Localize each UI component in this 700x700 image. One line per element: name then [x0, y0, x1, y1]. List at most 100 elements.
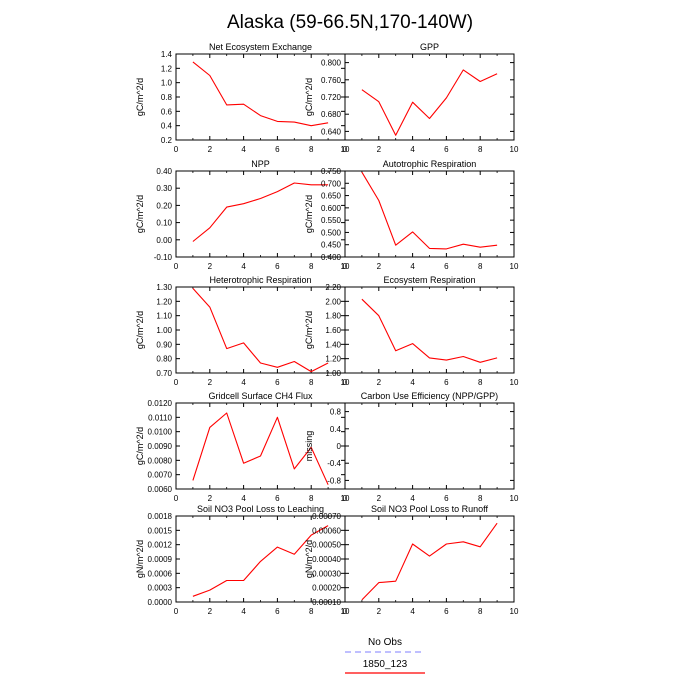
x-tick-label: 10 — [341, 494, 350, 503]
x-tick-label: 4 — [410, 494, 415, 503]
y-tick-label: 1.0 — [161, 79, 173, 88]
y-tick-label: 0.0018 — [148, 512, 173, 521]
y-tick-label: 0.00030 — [312, 569, 341, 578]
x-tick-label: 0 — [343, 145, 348, 154]
y-tick-label: 0.40 — [156, 167, 172, 176]
x-tick-label: 8 — [478, 262, 483, 271]
y-tick-label: 1.20 — [156, 297, 172, 306]
y-tick-label: 0.6 — [161, 107, 173, 116]
plot-frame — [344, 402, 515, 490]
panel-gpp: GPP gC/m^2/d 0 2 4 6 8 10 0.640 0.680 0.720 0.760 0.… — [304, 42, 519, 154]
panel-heterotrophic-respiration: Heterotrophic Respiration gC/m^2/d 0 2 4 6 8 10… — [135, 275, 350, 387]
x-tick-label: 0 — [174, 607, 179, 616]
x-tick-label: 4 — [410, 607, 415, 616]
y-tick-label: 0.00010 — [312, 598, 341, 607]
y-tick-label: 0.2 — [161, 136, 173, 145]
y-tick-label: 0.0120 — [148, 399, 173, 408]
y-tick-label: 0.720 — [321, 93, 342, 102]
y-tick-label: 1.2 — [161, 64, 173, 73]
x-tick-label: 6 — [444, 378, 449, 387]
panel-title: Soil NO3 Pool Loss to Leaching — [197, 504, 324, 514]
x-tick-label: 0 — [343, 262, 348, 271]
y-tick-label: 0.80 — [156, 355, 172, 364]
panel-title: Autotrophic Respiration — [383, 159, 477, 169]
y-tick-label: 0.0100 — [148, 428, 173, 437]
y-tick-label: 0.0110 — [148, 413, 172, 422]
y-tick-label: 0.0060 — [148, 485, 173, 494]
y-tick-label: 1.30 — [156, 283, 172, 292]
x-tick-label: 8 — [478, 494, 483, 503]
x-tick-label: 8 — [309, 145, 314, 154]
y-axis-label: gC/m^2/d — [304, 195, 314, 233]
series-line — [361, 69, 498, 136]
x-tick-label: 10 — [341, 607, 350, 616]
x-tick-label: 0 — [343, 378, 348, 387]
series-line — [192, 61, 329, 127]
y-tick-label: 1.40 — [325, 340, 341, 349]
x-tick-label: 10 — [341, 378, 350, 387]
y-tick-label: 0.500 — [321, 228, 342, 237]
x-tick-label: 4 — [410, 378, 415, 387]
panel-title: Carbon Use Efficiency (NPP/GPP) — [361, 391, 498, 401]
y-axis-label: gC/m^2/d — [304, 78, 314, 116]
x-tick-label: 6 — [275, 378, 280, 387]
y-tick-label: 0.0070 — [148, 471, 173, 480]
plot-frame — [175, 170, 346, 258]
y-tick-label: 1.00 — [325, 369, 341, 378]
x-tick-label: 6 — [444, 607, 449, 616]
x-tick-label: 0 — [343, 607, 348, 616]
x-tick-label: 6 — [275, 262, 280, 271]
x-tick-label: 8 — [309, 607, 314, 616]
x-tick-label: 4 — [241, 494, 246, 503]
panel-grid: Net Ecosystem Exchange gC/m^2/d 0 2 4 6 8 10 0.2… — [135, 42, 519, 616]
series-line — [192, 182, 329, 242]
y-tick-label: 0.680 — [321, 110, 342, 119]
y-tick-label: 0.0015 — [148, 526, 173, 535]
y-tick-label: 0.400 — [321, 253, 342, 262]
panel-carbon-use-efficiency-npp-gpp: Carbon Use Efficiency (NPP/GPP) missing 0 2… — [304, 391, 519, 503]
y-axis-label: gN/m^2/d — [135, 540, 145, 578]
panel-title: NPP — [251, 159, 270, 169]
y-tick-label: 0.0090 — [148, 442, 173, 451]
y-tick-label: 0.8 — [330, 408, 342, 417]
y-tick-label: 0.00 — [156, 236, 172, 245]
y-tick-label: 0.00050 — [312, 541, 341, 550]
y-tick-label: 0.00020 — [312, 584, 341, 593]
y-tick-label: 0 — [337, 442, 342, 451]
x-tick-label: 0 — [174, 145, 179, 154]
y-tick-label: 1.60 — [325, 326, 341, 335]
figure-title: Alaska (59-66.5N,170-140W) — [227, 12, 473, 33]
y-tick-label: 0.20 — [156, 201, 172, 210]
y-tick-label: 0.4 — [161, 122, 173, 131]
x-tick-label: 2 — [208, 378, 213, 387]
panel-title: Soil NO3 Pool Loss to Runoff — [371, 504, 488, 514]
x-tick-label: 10 — [510, 378, 519, 387]
y-tick-label: 0.600 — [321, 204, 342, 213]
x-tick-label: 0 — [343, 494, 348, 503]
legend-label-1850-123: 1850_123 — [363, 659, 408, 670]
x-tick-label: 10 — [510, 262, 519, 271]
x-tick-label: 2 — [377, 145, 382, 154]
series-line — [361, 171, 498, 250]
x-tick-label: 8 — [309, 262, 314, 271]
panel-title: Heterotrophic Respiration — [209, 275, 311, 285]
x-tick-label: 8 — [309, 494, 314, 503]
y-tick-label: 0.30 — [156, 184, 172, 193]
series-line — [361, 522, 498, 601]
x-tick-label: 10 — [341, 145, 350, 154]
y-tick-label: 1.10 — [156, 312, 172, 321]
y-axis-label: missing — [304, 431, 314, 462]
y-tick-label: 0.00040 — [312, 555, 341, 564]
x-tick-label: 4 — [410, 145, 415, 154]
panel-title: Ecosystem Respiration — [383, 275, 475, 285]
y-axis-label: gN/m^2/d — [304, 540, 314, 578]
y-tick-label: 0.8 — [161, 93, 173, 102]
x-tick-label: 2 — [208, 607, 213, 616]
x-tick-label: 2 — [208, 494, 213, 503]
y-tick-label: 1.20 — [325, 355, 341, 364]
y-tick-label: 0.640 — [321, 127, 342, 136]
x-tick-label: 6 — [275, 494, 280, 503]
x-tick-label: 10 — [341, 262, 350, 271]
y-axis-label: gC/m^2/d — [304, 311, 314, 349]
